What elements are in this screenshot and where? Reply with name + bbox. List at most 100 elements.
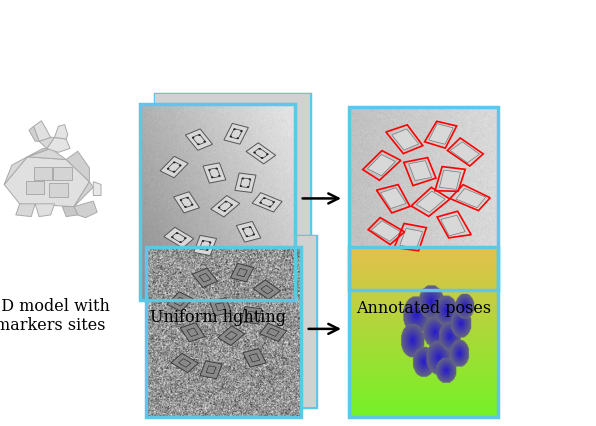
Circle shape <box>173 171 175 173</box>
Circle shape <box>197 143 200 145</box>
Circle shape <box>253 152 256 153</box>
Polygon shape <box>74 181 94 207</box>
Polygon shape <box>252 193 282 212</box>
Polygon shape <box>203 163 226 183</box>
Circle shape <box>247 186 249 188</box>
Polygon shape <box>180 323 205 342</box>
Circle shape <box>266 153 268 155</box>
Circle shape <box>180 199 182 201</box>
Circle shape <box>198 134 201 136</box>
Polygon shape <box>4 157 89 207</box>
Circle shape <box>218 207 221 208</box>
Polygon shape <box>167 292 193 311</box>
Polygon shape <box>429 124 453 144</box>
Polygon shape <box>63 207 77 216</box>
Polygon shape <box>29 126 39 141</box>
Polygon shape <box>27 149 51 157</box>
Text: Uniform lighting: Uniform lighting <box>150 309 285 326</box>
Circle shape <box>179 164 181 167</box>
Polygon shape <box>33 167 52 180</box>
Polygon shape <box>416 191 445 212</box>
Circle shape <box>229 135 232 137</box>
Text: Annotated poses: Annotated poses <box>356 300 491 317</box>
Polygon shape <box>224 124 249 144</box>
Polygon shape <box>380 187 406 209</box>
Circle shape <box>233 129 236 130</box>
FancyBboxPatch shape <box>161 236 316 407</box>
Circle shape <box>249 227 252 228</box>
Polygon shape <box>400 228 423 248</box>
Polygon shape <box>39 137 55 149</box>
Circle shape <box>240 130 243 132</box>
Circle shape <box>171 236 173 238</box>
Polygon shape <box>441 215 465 236</box>
Circle shape <box>209 242 211 243</box>
Polygon shape <box>231 263 254 282</box>
Polygon shape <box>55 125 68 139</box>
Polygon shape <box>74 201 97 218</box>
Polygon shape <box>409 161 432 181</box>
Circle shape <box>259 202 262 204</box>
Circle shape <box>211 176 213 178</box>
Polygon shape <box>241 307 262 324</box>
Circle shape <box>253 233 255 235</box>
Circle shape <box>237 137 239 139</box>
Circle shape <box>167 168 169 170</box>
Polygon shape <box>27 149 66 160</box>
Circle shape <box>272 201 275 203</box>
Circle shape <box>259 148 261 150</box>
Polygon shape <box>439 170 461 190</box>
Polygon shape <box>194 236 216 256</box>
Circle shape <box>203 141 206 142</box>
Polygon shape <box>392 129 419 150</box>
Polygon shape <box>236 222 261 242</box>
Circle shape <box>241 178 244 179</box>
Polygon shape <box>160 156 188 178</box>
Circle shape <box>269 206 271 207</box>
Circle shape <box>224 210 226 212</box>
Circle shape <box>184 237 187 239</box>
Polygon shape <box>200 361 222 379</box>
Polygon shape <box>35 204 55 216</box>
Circle shape <box>179 241 182 243</box>
Circle shape <box>261 157 263 159</box>
Polygon shape <box>192 268 218 288</box>
Polygon shape <box>211 196 240 217</box>
Polygon shape <box>371 221 401 242</box>
Polygon shape <box>49 183 68 197</box>
Polygon shape <box>66 151 89 181</box>
Polygon shape <box>218 326 245 345</box>
Circle shape <box>184 206 187 208</box>
Polygon shape <box>185 129 213 150</box>
Circle shape <box>240 185 242 187</box>
Circle shape <box>202 240 204 242</box>
Polygon shape <box>53 167 72 180</box>
Polygon shape <box>46 137 70 153</box>
Polygon shape <box>456 188 486 208</box>
FancyBboxPatch shape <box>155 94 310 290</box>
Polygon shape <box>26 181 45 194</box>
Circle shape <box>192 137 194 138</box>
Circle shape <box>263 197 266 199</box>
Polygon shape <box>164 227 194 248</box>
Circle shape <box>206 249 209 250</box>
Polygon shape <box>450 142 480 163</box>
Polygon shape <box>209 298 231 316</box>
Polygon shape <box>33 121 51 141</box>
Polygon shape <box>368 155 395 176</box>
Polygon shape <box>94 181 101 196</box>
Circle shape <box>242 228 244 230</box>
Polygon shape <box>4 157 27 184</box>
Text: 3D model with: 3D model with <box>0 298 110 315</box>
Circle shape <box>218 175 221 177</box>
Polygon shape <box>171 353 198 373</box>
Circle shape <box>225 201 227 203</box>
Text: markers sites: markers sites <box>0 317 106 334</box>
Circle shape <box>176 232 178 234</box>
Polygon shape <box>16 204 35 216</box>
Polygon shape <box>173 192 200 213</box>
Circle shape <box>215 168 218 170</box>
Polygon shape <box>259 323 287 341</box>
Polygon shape <box>235 173 256 193</box>
Circle shape <box>249 178 251 180</box>
